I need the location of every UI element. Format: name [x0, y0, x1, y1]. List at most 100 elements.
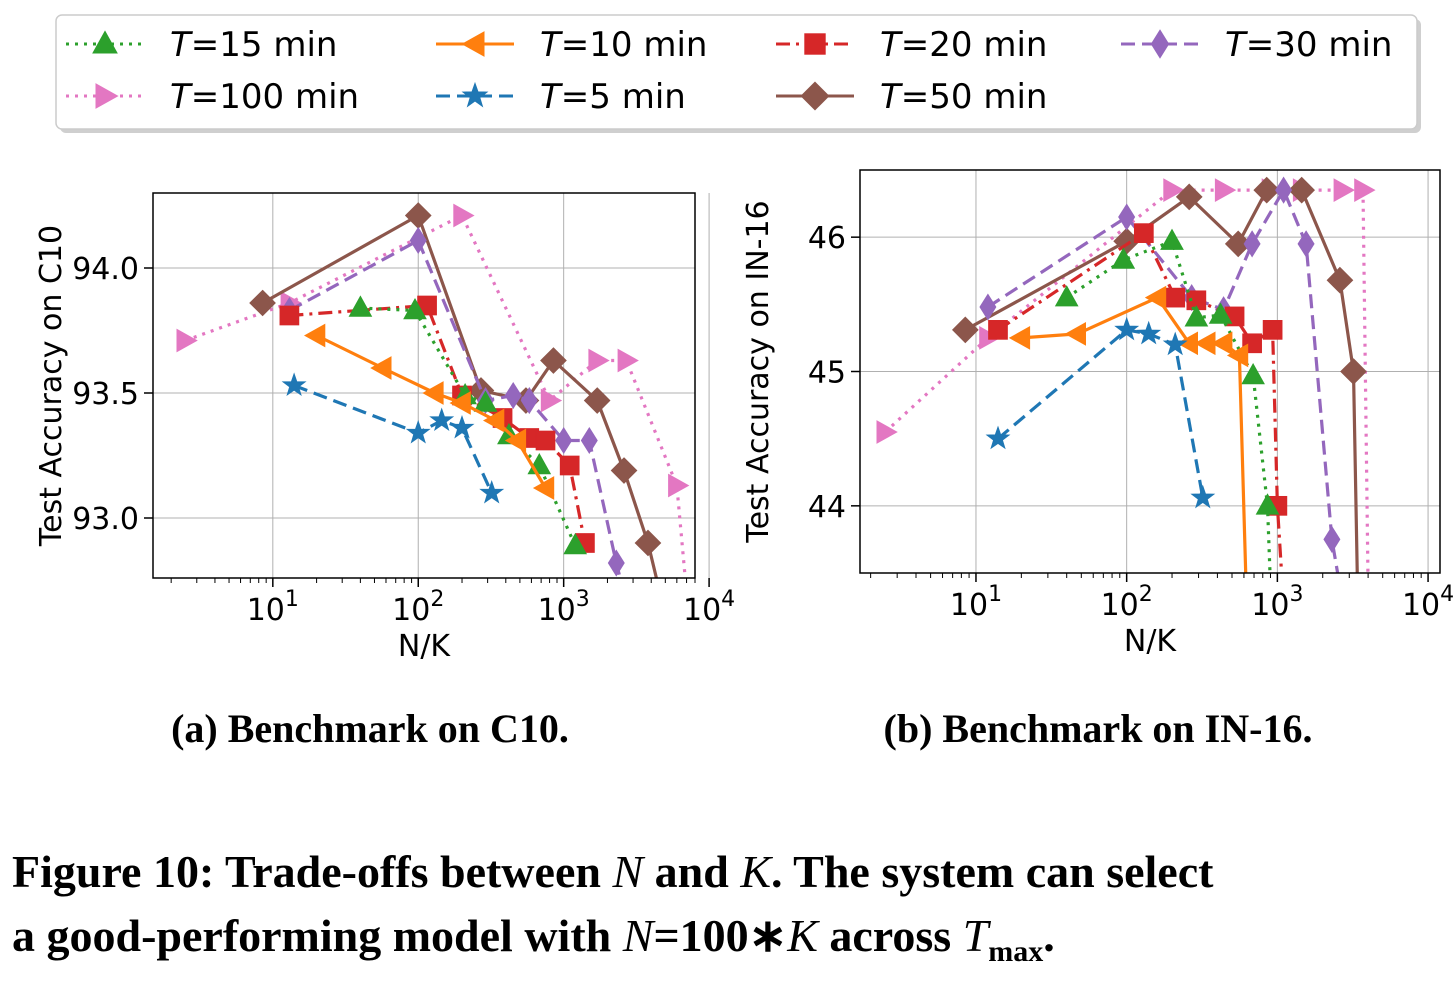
data-point	[504, 428, 527, 453]
x-tick-label: 101	[950, 582, 1002, 623]
data-point	[473, 390, 498, 412]
data-point	[559, 455, 580, 476]
y-tick-label: 44	[808, 490, 846, 525]
data-point	[1160, 228, 1184, 250]
data-point	[1340, 358, 1367, 385]
data-point	[583, 387, 611, 414]
data-point	[634, 529, 662, 557]
data-point	[540, 347, 567, 374]
series-t-10-min	[303, 323, 555, 500]
data-point	[1054, 285, 1079, 307]
data-point	[348, 295, 373, 317]
legend-item-t-15-min: T=15 min	[66, 25, 337, 65]
series-t-30-min	[280, 226, 625, 578]
axes-frame	[859, 169, 1441, 574]
legend-box	[55, 14, 1418, 130]
series-t-5-min	[281, 372, 505, 504]
data-point	[1211, 331, 1233, 356]
x-tick-label: 104	[1402, 582, 1454, 623]
legend-marker	[461, 81, 489, 108]
figure-caption-line-2: a good-performing model with N=100∗K acr…	[12, 910, 1055, 969]
data-point	[479, 479, 505, 504]
data-point	[453, 203, 475, 228]
data-point	[1288, 176, 1316, 204]
legend-item-t-30-min: T=30 min	[1121, 25, 1392, 65]
data-point	[403, 297, 427, 320]
legend-marker	[804, 33, 826, 55]
data-point	[1333, 178, 1355, 202]
data-point	[610, 457, 638, 484]
data-point	[951, 316, 979, 344]
data-point	[617, 348, 639, 373]
data-point	[422, 381, 444, 405]
data-point	[1275, 176, 1293, 204]
data-point	[482, 408, 505, 433]
legend-marker	[92, 30, 118, 54]
legend-marker	[1150, 29, 1170, 59]
data-point	[281, 372, 307, 397]
x-axis-label: N/K	[1124, 624, 1178, 659]
data-point	[279, 305, 300, 326]
x-tick-label: 102	[392, 587, 444, 628]
legend-label: T=50 min	[880, 77, 1047, 117]
data-point	[535, 430, 556, 451]
data-point	[1241, 362, 1265, 385]
x-tick-label: 102	[1101, 582, 1153, 623]
data-point	[1163, 178, 1185, 202]
data-point	[1114, 316, 1140, 341]
legend-item-t-50-min: T=50 min	[776, 77, 1047, 117]
y-axis-label: Test Accuracy on C10	[34, 225, 69, 547]
data-point	[1214, 178, 1237, 202]
chart-panel-in16: 101 102 103 104 44 45 46 N/K Test Accuracy on IN…	[741, 169, 1454, 659]
data-point	[370, 356, 392, 380]
chart-panel-c10: 101 102 103 104 93.0 93.5 94.0 N/K Test Accuracy…	[34, 192, 735, 664]
legend: T=15 min T=10 min T=20 min T=30 min T=100 mi…	[55, 14, 1421, 133]
data-point	[540, 388, 563, 413]
data-point	[429, 407, 455, 432]
legend-item-t-5-min: T=5 min	[436, 77, 686, 117]
data-point	[249, 289, 276, 317]
y-tick-label: 93.0	[72, 502, 139, 537]
x-tick-label: 103	[1251, 582, 1303, 623]
legend-label: T=5 min	[540, 77, 686, 117]
data-point	[1162, 331, 1188, 356]
legend-marker	[461, 31, 485, 57]
series-line	[996, 328, 1205, 499]
data-point	[1262, 320, 1283, 340]
y-axis-label: Test Accuracy on IN-16	[741, 200, 776, 543]
data-point	[405, 419, 431, 444]
legend-label: T=30 min	[1225, 25, 1392, 65]
data-point	[1144, 285, 1167, 310]
data-point	[1297, 230, 1315, 258]
plot-area	[176, 202, 690, 578]
data-point	[1253, 176, 1281, 204]
data-point	[988, 320, 1008, 340]
series-t-5-min	[985, 316, 1216, 509]
legend-item-t-10-min: T=10 min	[436, 25, 707, 65]
data-point	[1175, 183, 1203, 211]
y-tick-label: 45	[808, 356, 846, 391]
y-tick-label: 46	[808, 221, 846, 256]
x-tick-label: 104	[683, 587, 735, 628]
legend-label: T=20 min	[880, 25, 1047, 65]
data-point	[1190, 484, 1216, 509]
series-t-15-min	[1054, 228, 1280, 573]
data-point	[176, 328, 198, 353]
data-point	[1354, 178, 1376, 202]
plot-area	[876, 176, 1376, 573]
data-point	[1136, 320, 1162, 345]
data-point	[1323, 525, 1341, 554]
data-point	[449, 391, 471, 415]
subcaption-b: (b) Benchmark on IN-16.	[883, 706, 1313, 751]
data-point	[1208, 302, 1233, 324]
data-point	[1064, 322, 1086, 346]
legend-marker	[800, 81, 830, 111]
series-t-10-min	[1008, 285, 1249, 573]
y-tick-label: 94.0	[72, 252, 139, 287]
data-point	[303, 323, 326, 348]
y-tick-label: 93.5	[72, 377, 139, 412]
data-point	[1165, 287, 1186, 308]
legend-label: T=100 min	[170, 77, 359, 117]
data-point	[1226, 343, 1249, 368]
data-point	[985, 425, 1011, 450]
